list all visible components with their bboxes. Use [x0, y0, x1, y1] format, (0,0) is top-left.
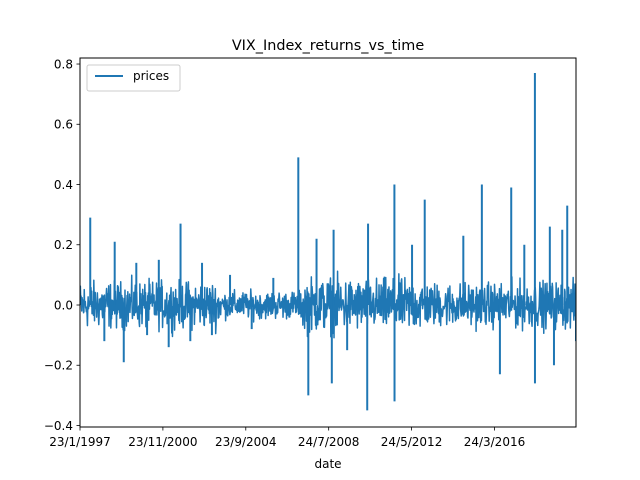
y-axis: −0.4 −0.2 0.0 0.2 0.4 0.6 0.8	[44, 57, 80, 433]
x-axis: 23/1/1997 23/11/2000 23/9/2004 24/7/2008 24/…	[49, 427, 525, 449]
legend: prices	[86, 64, 181, 92]
legend-box	[86, 64, 181, 92]
y-tick-label: 0.2	[54, 238, 73, 252]
series-prices-line	[80, 270, 576, 339]
x-tick-label: 24/5/2012	[381, 435, 443, 449]
y-tick-label: 0.0	[54, 298, 73, 312]
x-tick-label: 23/11/2000	[128, 435, 197, 449]
x-axis-title: date	[314, 457, 341, 471]
y-tick-label: 0.8	[54, 57, 73, 71]
chart-title: VIX_Index_returns_vs_time	[232, 38, 425, 54]
legend-label-prices: prices	[133, 69, 169, 83]
x-tick-label: 24/7/2008	[298, 435, 360, 449]
y-tick-label: −0.2	[44, 359, 73, 373]
y-tick-label: 0.4	[54, 178, 73, 192]
series-prices-noise	[80, 270, 576, 339]
y-tick-label: 0.6	[54, 118, 73, 132]
y-tick-label: −0.4	[44, 419, 73, 433]
x-tick-label: 24/3/2016	[464, 435, 526, 449]
x-tick-label: 23/9/2004	[215, 435, 277, 449]
x-tick-label: 23/1/1997	[49, 435, 111, 449]
series-prices-spikes	[80, 73, 576, 411]
axes-frame	[79, 57, 577, 428]
